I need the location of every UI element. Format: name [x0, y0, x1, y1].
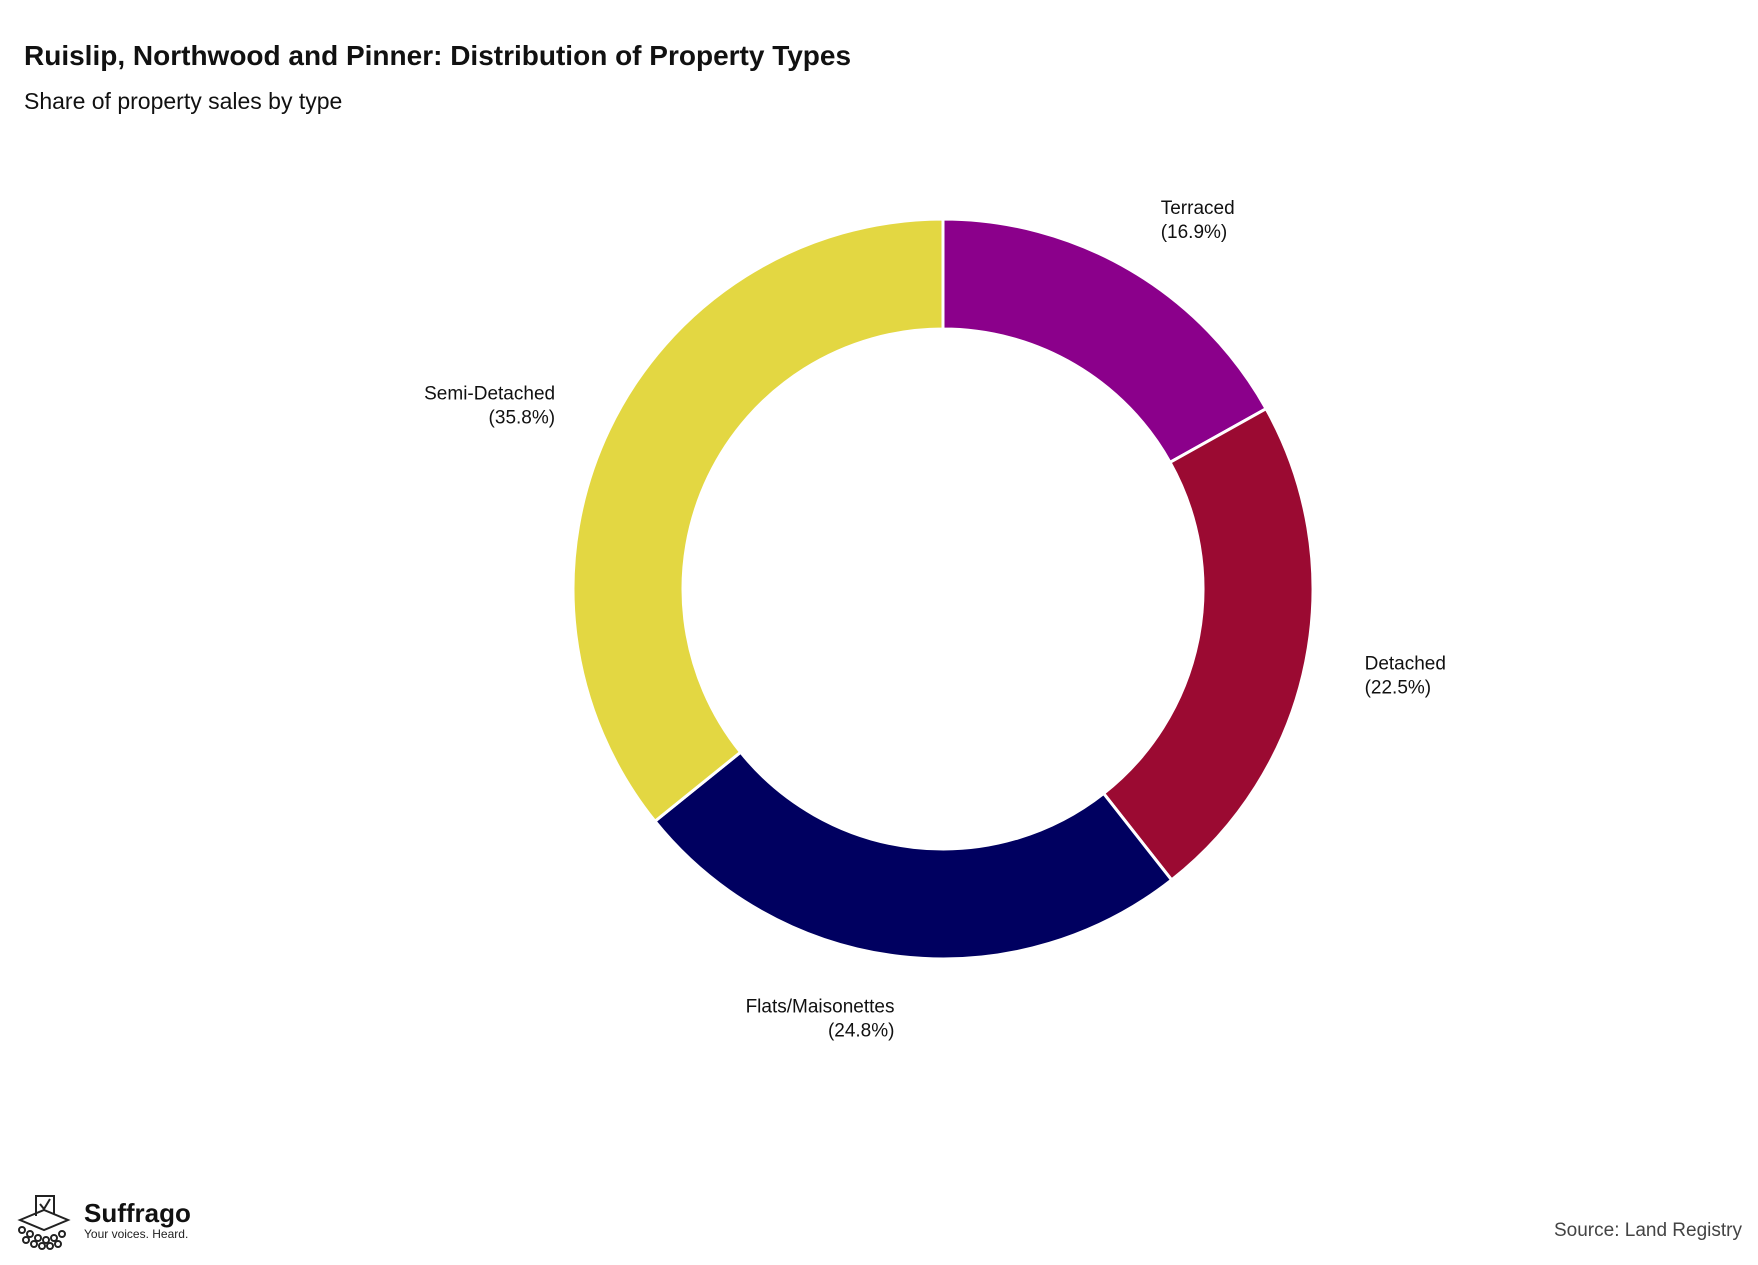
- brand-name: Suffrago: [84, 1198, 191, 1228]
- chart-title: Ruislip, Northwood and Pinner: Distribut…: [24, 40, 852, 71]
- slice-semi-detached: [571, 217, 945, 824]
- slice-flats-maisonettes: [652, 750, 1174, 961]
- suffrago-logo: Suffrago Your voices. Heard.: [14, 1190, 191, 1250]
- slice-label-flats-maisonettes: Flats/Maisonettes (24.8%): [746, 996, 895, 1041]
- slice-label-terraced: Terraced (16.9%): [1161, 198, 1235, 243]
- slice-detached: [1101, 406, 1315, 883]
- chart-subtitle: Share of property sales by type: [24, 88, 343, 114]
- ballot-box-icon: [17, 1195, 71, 1250]
- slice-terraced: [941, 217, 1269, 465]
- slice-label-semi-detached: Semi-Detached (35.8%): [424, 383, 555, 428]
- brand-tagline: Your voices. Heard.: [84, 1227, 189, 1241]
- source-note: Source: Land Registry: [1554, 1220, 1742, 1241]
- slice-label-detached: Detached (22.5%): [1365, 654, 1446, 699]
